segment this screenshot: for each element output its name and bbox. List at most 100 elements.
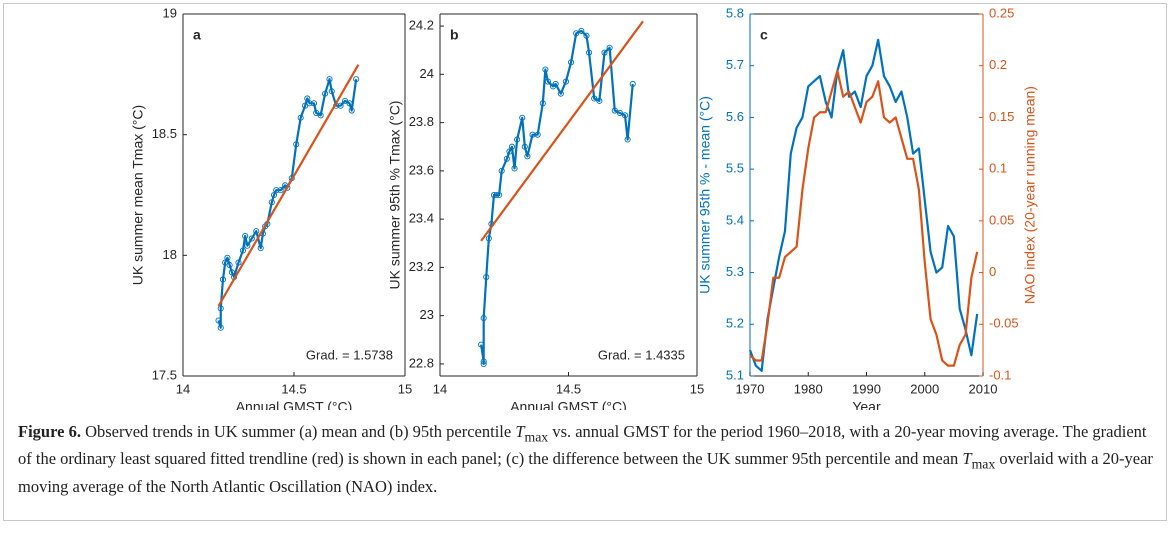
- series-line: [749, 69, 979, 367]
- marker: [304, 95, 311, 102]
- y2-tick-label: 0: [989, 264, 996, 279]
- marker: [480, 360, 487, 367]
- y2-tick-label: 0.15: [989, 109, 1014, 124]
- x-tick-label: 14: [433, 381, 447, 396]
- x-tick-label: 15: [690, 381, 704, 396]
- marker: [277, 187, 284, 194]
- caption-text: vs. annual GMST for the period 1960–2018…: [18, 422, 1147, 469]
- marker: [624, 136, 631, 143]
- caption-symbol: T: [962, 449, 972, 469]
- annotation: Grad. = 1.4335: [598, 347, 685, 362]
- y-tick-label: 23: [420, 307, 434, 322]
- y-axis-label: UK summer 95th % - mean (°C): [697, 96, 713, 294]
- marker: [485, 235, 492, 242]
- marker: [273, 187, 280, 194]
- marker: [506, 148, 513, 155]
- marker: [552, 80, 559, 88]
- marker: [514, 136, 521, 143]
- x-tick-label: 2000: [910, 381, 939, 396]
- marker: [503, 155, 510, 162]
- annotation: Grad. = 1.5738: [306, 347, 393, 362]
- caption-text: overlaid with a 20-year moving average o…: [18, 449, 1153, 496]
- y-tick-label: 24.2: [409, 18, 434, 33]
- y-tick-label: 19: [163, 5, 177, 20]
- caption-label: Figure 6.: [18, 422, 81, 441]
- marker: [353, 76, 360, 83]
- panel-label: a: [193, 27, 201, 43]
- marker: [217, 305, 224, 312]
- y-tick-label: 23.6: [409, 162, 434, 177]
- marker: [348, 107, 355, 114]
- marker: [297, 114, 304, 121]
- y-axis-label: UK summer 95th % Tmax (°C): [387, 101, 403, 290]
- y-tick-label: 23.8: [409, 114, 434, 129]
- y2-tick-label: -0.05: [989, 316, 1019, 331]
- y-axis-label: UK summer mean Tmax (°C): [130, 105, 146, 285]
- marker: [326, 76, 333, 83]
- caption-subscript: max: [971, 456, 996, 472]
- y-tick-label: 5.8: [726, 5, 744, 20]
- x-tick-label: 14.5: [556, 381, 581, 396]
- y-tick-label: 5.3: [726, 264, 744, 279]
- marker: [337, 102, 344, 109]
- y-tick-label: 5.5: [726, 161, 744, 176]
- marker: [483, 274, 490, 281]
- marker: [521, 143, 528, 150]
- x-tick-label: 1970: [736, 381, 765, 396]
- caption-subscript: max: [524, 429, 549, 445]
- marker: [248, 235, 255, 242]
- y-tick-label: 23.2: [409, 259, 434, 274]
- y2-tick-label: 0.25: [989, 5, 1014, 20]
- marker: [270, 191, 278, 199]
- y-tick-label: 5.4: [726, 212, 744, 227]
- figure-frame: [3, 3, 1167, 521]
- marker: [253, 228, 260, 235]
- marker: [611, 107, 618, 114]
- marker: [293, 141, 300, 148]
- x-tick-label: 15: [398, 381, 412, 396]
- y2-axis-label: NAO index (20-year running mean): [1022, 86, 1038, 304]
- y-tick-label: 24: [420, 66, 434, 81]
- marker: [239, 247, 246, 254]
- marker: [306, 100, 313, 107]
- marker: [346, 100, 353, 107]
- y2-tick-label: 0.1: [989, 161, 1007, 176]
- panel-label: c: [760, 27, 768, 43]
- y-tick-label: 23.4: [409, 211, 434, 226]
- marker: [268, 199, 275, 206]
- marker: [583, 32, 590, 39]
- marker: [224, 254, 231, 261]
- marker: [480, 358, 487, 365]
- marker: [235, 259, 242, 266]
- marker: [616, 109, 623, 116]
- y2-tick-label: 0.2: [989, 57, 1007, 72]
- marker: [511, 165, 518, 172]
- caption-text: Observed trends in UK summer (a) mean an…: [80, 422, 516, 441]
- marker: [322, 90, 329, 97]
- marker: [524, 153, 531, 160]
- y-tick-label: 17.5: [152, 367, 177, 382]
- marker: [310, 100, 318, 107]
- y-tick-label: 5.2: [726, 316, 744, 331]
- x-tick-label: 1980: [794, 381, 823, 396]
- y-tick-label: 18: [163, 247, 177, 262]
- marker: [539, 100, 546, 107]
- marker: [242, 232, 249, 240]
- marker: [573, 30, 580, 37]
- y-tick-label: 5.1: [726, 367, 744, 382]
- x-tick-label: 14.5: [281, 381, 306, 396]
- marker: [508, 143, 516, 150]
- y-tick-label: 18.5: [152, 126, 177, 141]
- marker: [629, 80, 636, 88]
- y-tick-label: 5.7: [726, 57, 744, 72]
- x-axis-label: Annual GMST (°C): [236, 399, 353, 410]
- x-tick-label: 1990: [852, 381, 881, 396]
- y-tick-label: 22.8: [409, 355, 434, 370]
- marker: [496, 191, 503, 199]
- x-tick-label: 2010: [969, 381, 998, 396]
- x-axis-label: Annual GMST (°C): [510, 399, 627, 410]
- marker: [219, 276, 227, 283]
- panel-label: b: [450, 27, 459, 43]
- marker: [498, 167, 505, 174]
